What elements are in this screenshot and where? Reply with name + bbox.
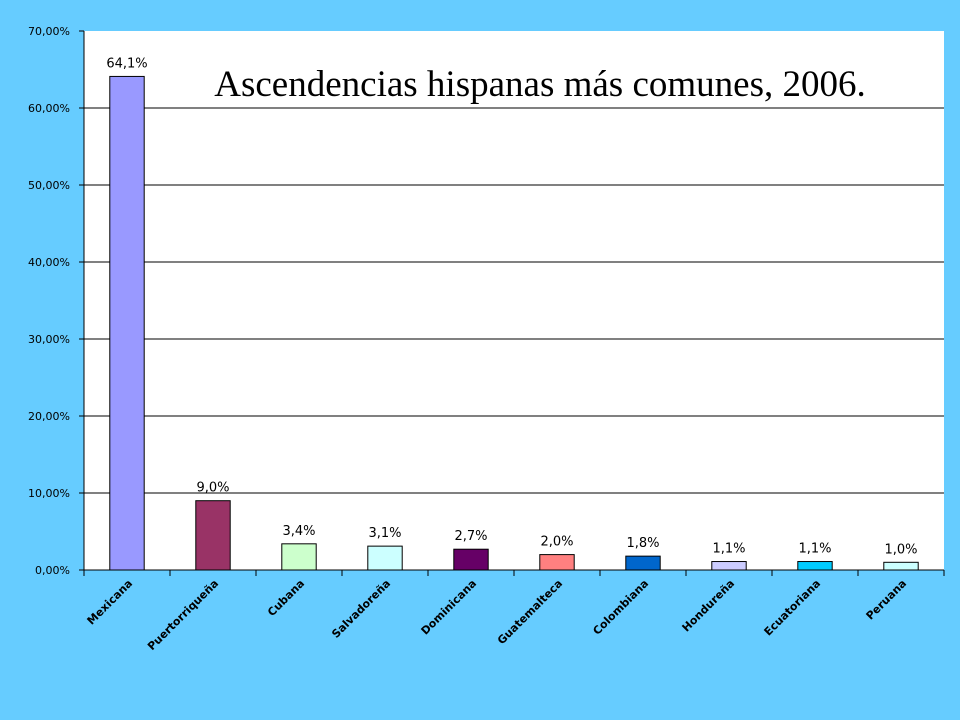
data-label: 9,0% (196, 481, 229, 496)
bar (195, 500, 231, 571)
bar (109, 75, 145, 571)
y-tick-label: 60,00% (28, 102, 70, 115)
y-tick-label: 50,00% (28, 179, 70, 192)
bar (453, 548, 489, 571)
x-tick-label: Salvadoreña (329, 577, 393, 641)
x-tick-label: Hondureña (680, 577, 738, 635)
y-tick-label: 40,00% (28, 256, 70, 269)
y-axis-tick-labels: 0,00% 10,00% 20,00% 30,00% 40,00% 50,00% 60,00… (28, 25, 70, 577)
bar (539, 554, 575, 571)
x-tick-label: Mexicana (85, 577, 136, 628)
y-tick-label: 30,00% (28, 333, 70, 346)
data-label: 2,0% (540, 535, 573, 550)
y-tick-label: 10,00% (28, 487, 70, 500)
data-label: 1,0% (884, 542, 917, 557)
y-tick-label: 70,00% (28, 25, 70, 38)
x-tick-label: Dominicana (418, 577, 479, 638)
x-tick-label: Puertorriqueña (145, 577, 221, 653)
x-axis-tick-labels: Mexicana Puertorriqueña Cubana Salvadoreña D… (85, 577, 910, 653)
x-tick-label: Cubana (265, 577, 307, 619)
bar (367, 545, 403, 571)
bar (281, 543, 317, 571)
data-label: 2,7% (454, 529, 487, 544)
bar (797, 561, 833, 571)
bars (109, 75, 919, 571)
x-tick-label: Guatemalteca (495, 577, 565, 647)
data-label: 1,1% (798, 542, 831, 557)
data-label: 3,1% (368, 526, 401, 541)
x-tick-label: Peruana (864, 577, 910, 623)
chart-title: Ascendencias hispanas más comunes, 2006. (214, 64, 865, 105)
bar (883, 561, 919, 571)
data-label: 1,8% (626, 536, 659, 551)
data-labels: 64,1% 9,0% 3,4% 3,1% 2,7% 2,0% 1,8% 1,1% 1,1% 1,0… (106, 56, 917, 557)
x-tick-label: Colombiana (590, 577, 651, 638)
y-tick-label: 20,00% (28, 410, 70, 423)
y-tick-label: 0,00% (35, 564, 70, 577)
plot-area (84, 31, 944, 570)
x-tick-label: Ecuatoriana (762, 577, 824, 639)
bar (711, 561, 747, 571)
data-label: 1,1% (712, 542, 745, 557)
bar (625, 555, 661, 571)
data-label: 3,4% (282, 524, 315, 539)
data-label: 64,1% (106, 56, 147, 71)
